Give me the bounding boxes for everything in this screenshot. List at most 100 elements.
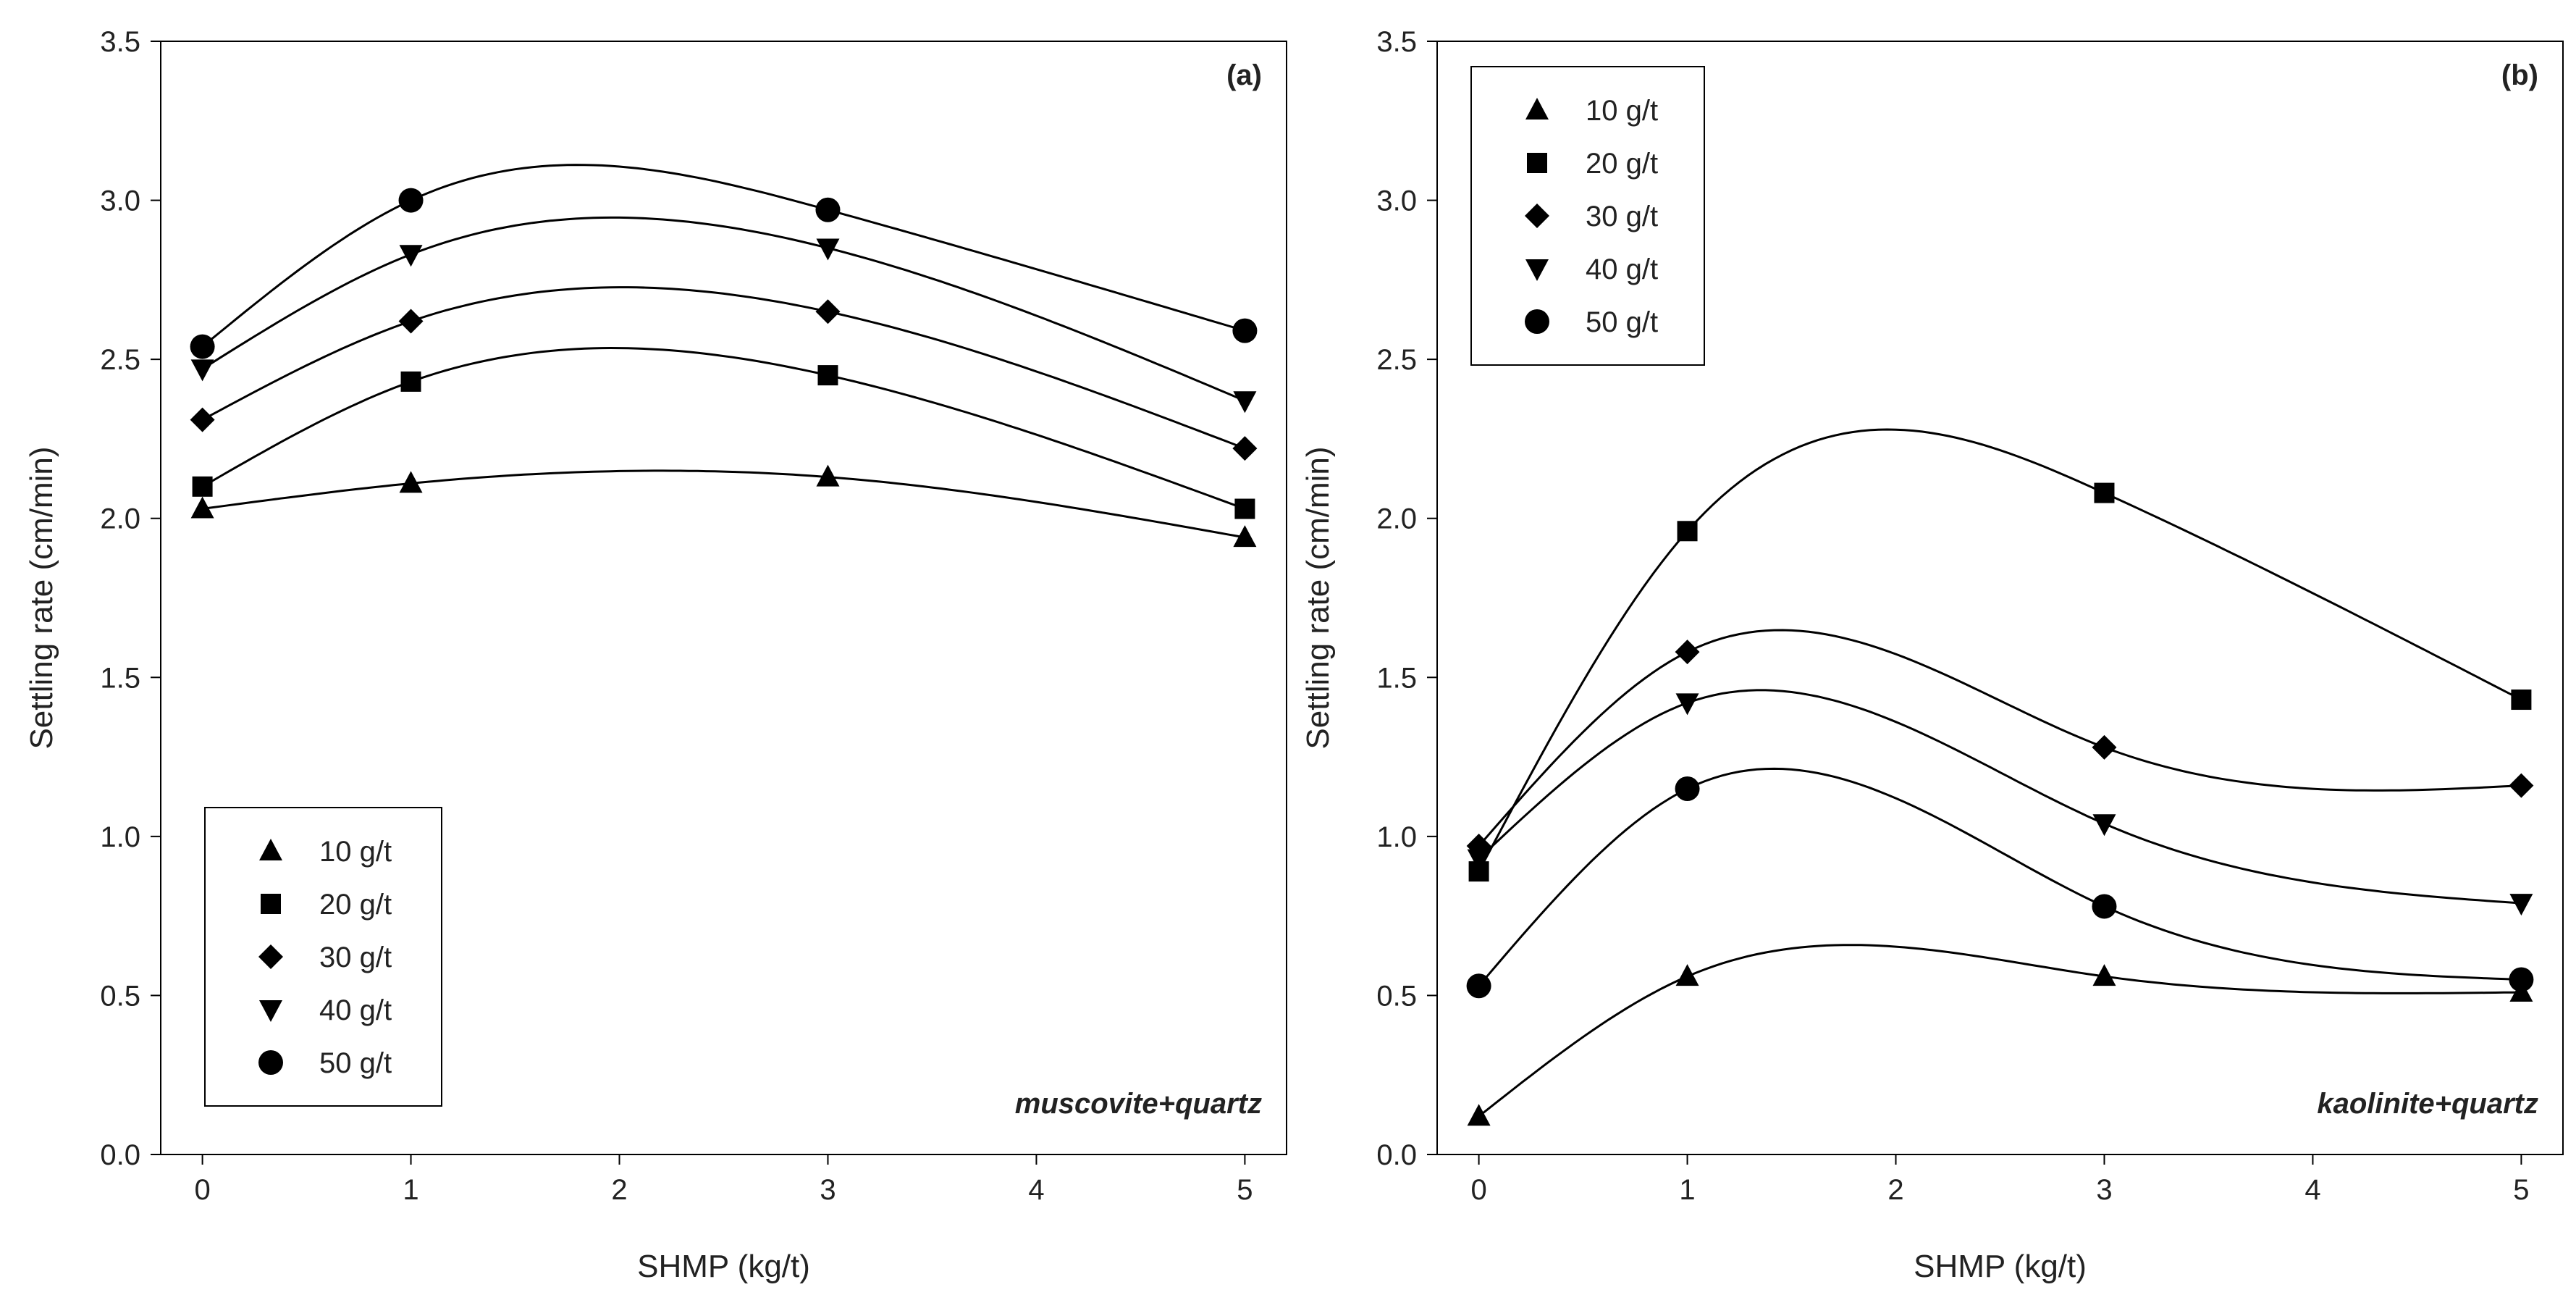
series-line bbox=[1478, 944, 2522, 1118]
x-axis-title: SHMP (kg/t) bbox=[1914, 1249, 2087, 1284]
data-point bbox=[398, 309, 424, 334]
y-tick-label: 1.5 bbox=[1376, 662, 1417, 694]
series-line bbox=[1478, 767, 2522, 987]
data-point bbox=[2509, 967, 2534, 992]
series-20-g-t bbox=[192, 346, 1255, 519]
data-point bbox=[1675, 693, 1699, 716]
x-axis-title: SHMP (kg/t) bbox=[637, 1249, 810, 1284]
plot-frame bbox=[160, 41, 1287, 1155]
data-point bbox=[2092, 964, 2116, 986]
legend-marker bbox=[259, 839, 282, 860]
legend-label: 10 g/t bbox=[319, 836, 392, 868]
series-10-g-t bbox=[190, 464, 1257, 548]
data-point bbox=[1675, 776, 1700, 801]
series-50-g-t bbox=[1466, 767, 2534, 999]
data-point bbox=[817, 365, 838, 386]
data-point bbox=[2092, 814, 2116, 837]
data-point bbox=[1467, 849, 1491, 871]
y-tick-label: 2.0 bbox=[100, 503, 140, 535]
legend-label: 30 g/t bbox=[1586, 201, 1658, 232]
x-tick-label: 1 bbox=[403, 1174, 418, 1206]
data-point bbox=[2092, 894, 2117, 919]
legend-marker bbox=[1525, 98, 1549, 120]
data-point bbox=[190, 407, 215, 432]
data-point bbox=[1232, 318, 1258, 343]
series-line bbox=[201, 346, 1245, 510]
data-point bbox=[815, 197, 841, 222]
y-tick-label: 0.5 bbox=[100, 980, 140, 1012]
y-axis-title: Settling rate (cm/min) bbox=[24, 446, 59, 749]
data-point bbox=[1234, 498, 1255, 519]
series-20-g-t bbox=[1468, 428, 2532, 882]
y-axis-title: Settling rate (cm/min) bbox=[1300, 446, 1336, 749]
series-line bbox=[201, 286, 1245, 450]
legend-box bbox=[1470, 66, 1705, 366]
series-line bbox=[1478, 629, 2522, 847]
legend-marker bbox=[258, 1050, 283, 1075]
legend-box bbox=[204, 807, 442, 1107]
y-tick-label: 3.0 bbox=[100, 185, 140, 217]
y-tick-label: 2.5 bbox=[1376, 344, 1417, 376]
series-line bbox=[201, 216, 1245, 402]
legend-marker bbox=[261, 894, 281, 914]
data-point bbox=[2509, 773, 2534, 798]
data-point bbox=[190, 496, 214, 519]
x-tick-label: 4 bbox=[2304, 1174, 2320, 1206]
legend-marker bbox=[1525, 259, 1549, 281]
data-point bbox=[815, 299, 841, 324]
data-point bbox=[816, 238, 840, 261]
x-tick-label: 2 bbox=[1887, 1174, 1903, 1206]
legend-label: 50 g/t bbox=[319, 1047, 392, 1079]
data-point bbox=[190, 359, 214, 382]
legend-marker bbox=[1525, 309, 1549, 334]
chart-panel-b: 0 1 2 3 4 5 0.0 0.5 1.0 1.5 2.0 2.5 3.0 3.5 SHMP (kg/t… bbox=[1300, 26, 2564, 1284]
legend-label: 20 g/t bbox=[319, 889, 392, 921]
series-40-g-t bbox=[1467, 689, 2533, 916]
data-point bbox=[1233, 391, 1257, 414]
series-30-g-t bbox=[190, 286, 1258, 461]
y-tick-label: 3.5 bbox=[1376, 26, 1417, 58]
series-line bbox=[1478, 689, 2522, 905]
data-point bbox=[1467, 1104, 1491, 1126]
data-point bbox=[816, 464, 840, 487]
x-tick-label: 5 bbox=[2513, 1174, 2529, 1206]
data-point bbox=[400, 371, 421, 392]
mixture-annotation: muscovite+quartz bbox=[1015, 1088, 1262, 1120]
x-tick-label: 2 bbox=[611, 1174, 627, 1206]
legend: 10 g/t 20 g/t 30 g/t 40 g/t 50 g/t bbox=[204, 807, 442, 1107]
x-tick-label: 4 bbox=[1028, 1174, 1044, 1206]
series-40-g-t bbox=[190, 216, 1257, 414]
data-point bbox=[1466, 973, 1491, 999]
data-point bbox=[190, 334, 215, 359]
legend-label: 40 g/t bbox=[1586, 253, 1658, 285]
plot-frame bbox=[1436, 41, 2564, 1155]
y-tick-label: 0.5 bbox=[1376, 980, 1417, 1012]
y-tick-label: 0.0 bbox=[1376, 1139, 1417, 1171]
y-tick-label: 1.0 bbox=[100, 821, 140, 853]
legend-label: 20 g/t bbox=[1586, 148, 1658, 180]
data-point bbox=[1675, 640, 1700, 665]
data-point bbox=[2509, 894, 2533, 916]
data-point bbox=[1233, 525, 1257, 548]
y-tick-label: 1.5 bbox=[100, 662, 140, 694]
y-tick-label: 2.5 bbox=[100, 344, 140, 376]
data-point bbox=[2094, 482, 2115, 503]
legend-label: 40 g/t bbox=[319, 994, 392, 1026]
y-tick-label: 1.0 bbox=[1376, 821, 1417, 853]
legend-label: 10 g/t bbox=[1586, 95, 1658, 127]
chart-panel-a: 0 1 2 3 4 5 0.0 0.5 1.0 1.5 2.0 2.5 3.0 3.5 SHMP (kg/t… bbox=[24, 26, 1287, 1284]
data-point bbox=[399, 245, 423, 267]
y-tick-label: 3.0 bbox=[1376, 185, 1417, 217]
data-point bbox=[1675, 964, 1699, 986]
data-point bbox=[192, 476, 213, 497]
series-10-g-t bbox=[1467, 944, 2533, 1126]
series-line bbox=[201, 164, 1245, 348]
data-point bbox=[2511, 690, 2532, 711]
x-tick-label: 0 bbox=[194, 1174, 210, 1206]
x-tick-label: 3 bbox=[820, 1174, 835, 1206]
y-tick-label: 2.0 bbox=[1376, 503, 1417, 535]
legend: 10 g/t 20 g/t 30 g/t 40 g/t 50 g/t bbox=[1470, 66, 1705, 366]
y-tick-label: 3.5 bbox=[100, 26, 140, 58]
legend-label: 30 g/t bbox=[319, 942, 392, 973]
